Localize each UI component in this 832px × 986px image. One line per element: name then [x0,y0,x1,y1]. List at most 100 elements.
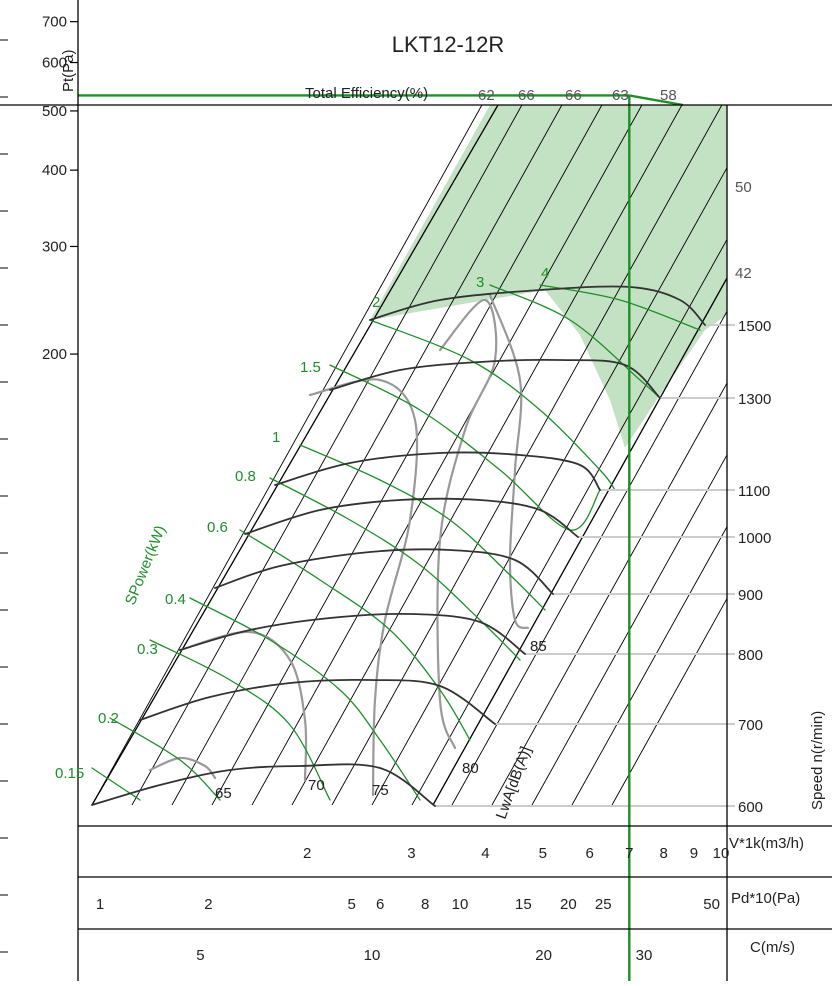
power-value: 1.5 [300,359,321,376]
pd-tick-label: 6 [376,896,384,913]
power-value: 0.3 [137,641,158,658]
power-value: 2 [372,294,380,311]
power-value: 0.4 [165,591,186,608]
system-grid-line [571,526,728,806]
operating-system-line [629,94,684,107]
power-iso-line-0.15 [91,767,141,801]
power-value: 4 [541,265,549,282]
pd-tick-label: 50 [703,896,720,913]
noise-curve-70 [178,630,308,782]
y-axis-label: Pt(Pa) [60,49,77,92]
noise-curve-80 [436,298,498,750]
efficiency-value: 63 [612,87,629,104]
speed-curve-1300 [329,358,661,399]
velocity-tick-label: 10 [364,947,381,964]
noise-value: 80 [462,760,479,777]
power-iso-line-3 [489,284,661,399]
system-grid-line [291,104,683,806]
noise-value: 75 [372,782,389,799]
y-tick-label: 700 [42,14,67,31]
flow-tick-label: 8 [659,845,667,862]
power-iso-line-0.6 [239,529,471,741]
high-efficiency-shaded-region [370,105,727,448]
system-grid-line [411,239,728,806]
power-value: 0.2 [98,710,119,727]
speed-curve-1100 [274,451,601,491]
flow-tick-label: 10 [713,845,730,862]
speed-curve-600 [91,763,436,807]
flow-tick-label: 2 [303,845,311,862]
speed-value: 600 [738,799,763,816]
power-iso-line-1.5 [329,364,601,531]
efficiency-value: 66 [518,87,535,104]
efficiency-value: 66 [565,87,582,104]
noise-curve-75 [308,378,419,797]
power-iso-line-0.4 [189,597,421,801]
pd-tick-label: 2 [204,896,212,913]
power-value: 0.8 [235,468,256,485]
pd-tick-label: 8 [421,896,429,913]
pd-tick-label: 10 [452,896,469,913]
speed-axis-label: Speed n(r/min) [809,711,826,810]
system-grid-line [131,104,523,806]
flow-tick-label: 3 [407,845,415,862]
pd-tick-label: 25 [595,896,612,913]
power-value: 3 [476,274,484,291]
y-tick-label: 600 [42,55,67,72]
flow-tick-label: 7 [625,845,633,862]
y-tick-label: 500 [42,103,67,120]
power-iso-line-0.3 [149,639,331,801]
pd-axis-label: Pd*10(Pa) [731,890,800,907]
flow-tick-label: 4 [481,845,489,862]
y-tick-label: 200 [42,346,67,363]
speed-curve-900 [214,548,554,595]
speed-curve-1500 [369,285,706,326]
power-axis-label: SPower(kW) [122,523,169,607]
velocity-axis-label: C(m/s) [750,939,795,956]
power-value: 0.15 [55,765,84,782]
efficiency-value: 62 [478,87,495,104]
power-iso-line-2 [369,319,616,491]
speed-curve-1000 [244,497,579,538]
pd-tick-label: 5 [347,896,355,913]
envelope-right-edge [432,277,728,806]
speed-value: 1300 [738,391,771,408]
y-tick-label: 300 [42,238,67,255]
noise-value: 70 [308,777,325,794]
efficiency-label: Total Efficiency(%) [305,85,428,102]
pd-tick-label: 15 [515,896,532,913]
velocity-tick-label: 20 [535,947,552,964]
velocity-tick-label: 30 [636,947,653,964]
speed-value: 700 [738,717,763,734]
system-grid-line [91,104,483,806]
flow-axis-label: V*1k(m3/h) [729,835,804,852]
flow-tick-label: 5 [539,845,547,862]
pd-tick-label: 1 [96,896,104,913]
power-value: 0.6 [207,519,228,536]
chart-title: LKT12-12R [392,32,505,57]
efficiency-value: 58 [660,87,677,104]
power-iso-line-0.2 [109,717,221,801]
system-grid-line [251,104,643,806]
pd-tick-label: 20 [560,896,577,913]
system-grid-line [611,598,728,806]
noise-axis-label: LwA[dB(A)] [493,744,535,821]
efficiency-value: 50 [735,179,752,196]
envelope-left-edge [91,104,499,806]
system-grid-line [171,104,563,806]
power-iso-line-0.8 [269,477,521,661]
y-tick-label: 400 [42,162,67,179]
speed-curve-800 [179,612,526,655]
power-value: 1 [272,429,280,446]
power-iso-line-1 [299,444,546,611]
system-grid-line [371,167,728,806]
noise-curve-85 [488,293,530,630]
speed-curve-700 [139,678,496,725]
system-grid-line [451,311,728,806]
efficiency-value: 42 [735,265,752,282]
speed-value: 1100 [738,483,770,500]
velocity-tick-label: 5 [196,947,204,964]
speed-value: 1500 [738,318,771,335]
